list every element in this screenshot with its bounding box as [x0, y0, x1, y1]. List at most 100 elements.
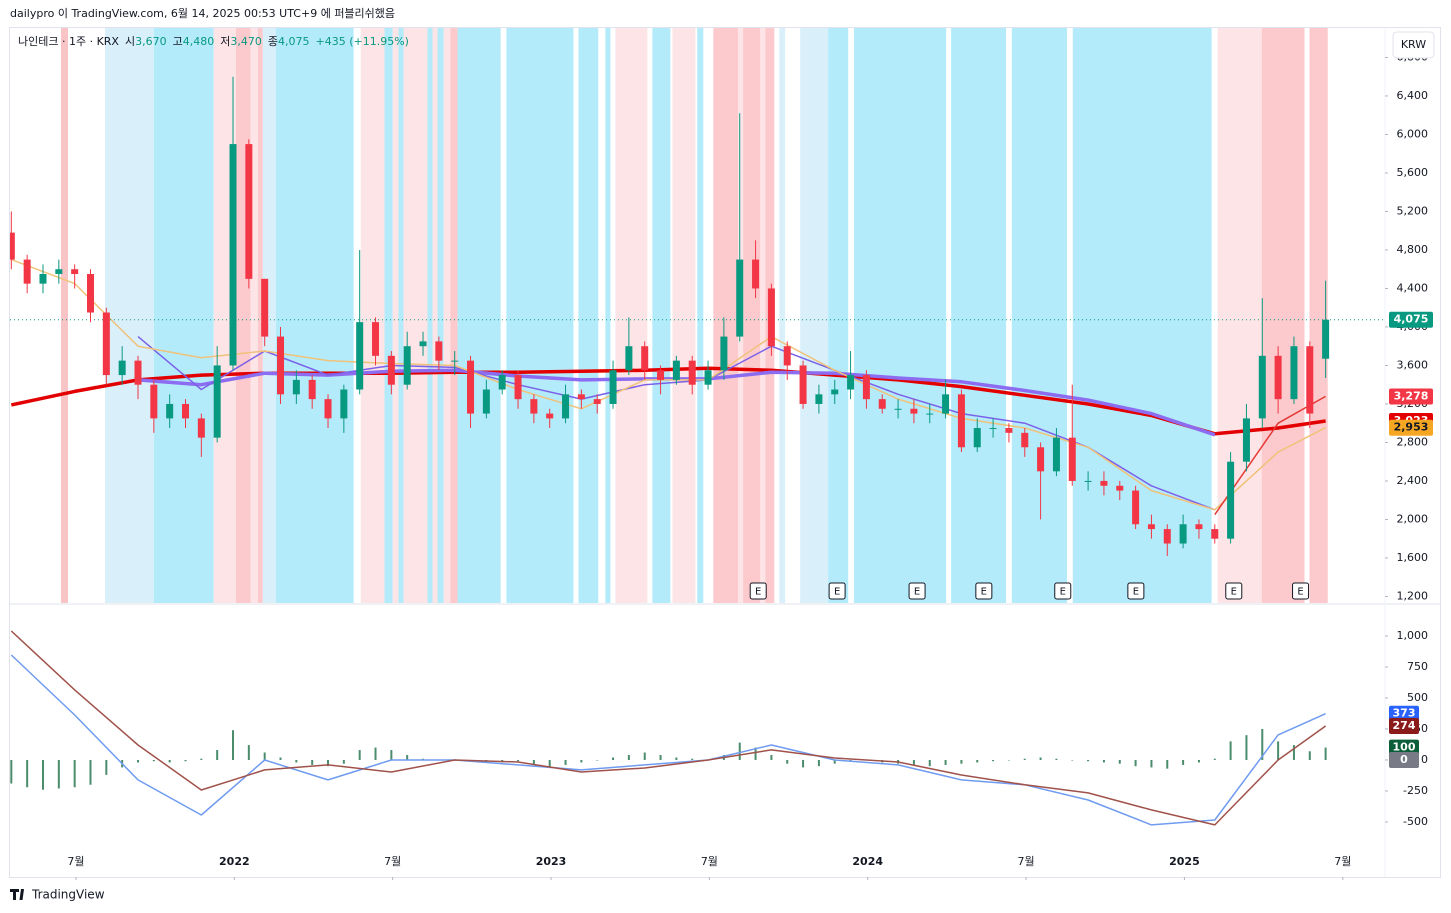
macd-histogram-bar [152, 759, 155, 762]
signal-band [60, 28, 69, 603]
earnings-label: E [1133, 587, 1139, 598]
candle-body [166, 403, 174, 419]
candle-body [498, 375, 506, 390]
macd-histogram-bar [738, 742, 741, 760]
candle-body [1290, 346, 1298, 400]
macd-histogram-bar [216, 750, 219, 760]
signal-band [1261, 28, 1305, 603]
candle-body [562, 394, 570, 419]
macd-histogram-bar [263, 752, 266, 760]
macd-histogram-bar [1007, 759, 1010, 761]
candle-body [372, 322, 380, 356]
candle-body [957, 394, 965, 448]
candle-body [482, 389, 490, 414]
y-tick-label: 2,800 [1397, 435, 1429, 448]
footer-logo: TradingView [10, 888, 105, 902]
candle-body [1037, 447, 1045, 472]
macd-histogram-bar [1245, 735, 1248, 760]
macd-histogram-bar [596, 759, 599, 761]
candle-body [783, 346, 791, 366]
macd-badge [1389, 705, 1419, 722]
price-badge-label: 3,278 [1394, 389, 1429, 402]
signal-band [250, 28, 258, 603]
macd-histogram-bar [548, 759, 551, 768]
legend-value: 3,670 [135, 35, 167, 48]
macd-histogram-bar [73, 759, 76, 788]
earnings-label: E [914, 587, 920, 598]
macd-pane [10, 630, 1327, 826]
macd-histogram-bar [26, 759, 29, 788]
signal-band [697, 28, 704, 603]
signal-band [1309, 28, 1328, 603]
macd-histogram-bar [1071, 759, 1074, 761]
macd-histogram-bar [168, 759, 171, 763]
logo-icon [10, 889, 24, 900]
x-tick-label: 7월 [384, 855, 401, 868]
signal-band [1011, 28, 1067, 603]
legend-symbol: 나인테크 · 1주 · KRX [18, 35, 119, 48]
macd-histogram-bar [659, 755, 662, 760]
candle-body [1227, 461, 1235, 539]
candle-body [1163, 529, 1171, 544]
macd-histogram-bar [1102, 759, 1105, 763]
frame [9, 27, 1441, 878]
candle-body [435, 341, 443, 361]
macd-y-tick-label: 0 [1421, 753, 1428, 766]
earnings-marker [1225, 582, 1243, 600]
macd-histogram-bar [786, 759, 789, 764]
candle-body [736, 259, 744, 337]
signal-band [578, 28, 599, 603]
signal-band [153, 28, 214, 603]
signal-band [1072, 28, 1212, 603]
candle-body [150, 384, 158, 419]
candle-body [989, 428, 997, 430]
candle-body [942, 394, 950, 414]
macd-histogram-bar [1182, 759, 1185, 765]
currency-label[interactable]: KRW [1401, 38, 1426, 51]
macd-histogram-bar [992, 759, 995, 762]
signal-band [105, 28, 154, 603]
x-tick-label: 2024 [852, 855, 883, 868]
candle-body [1052, 437, 1060, 472]
macd-badge [1389, 717, 1419, 734]
candle-body [39, 274, 47, 284]
macd-histogram-bar [1166, 759, 1169, 769]
x-tick-label: 7월 [1018, 855, 1035, 868]
candle-body [1274, 355, 1282, 400]
candle-body [973, 428, 981, 448]
macd-histogram-bar [406, 755, 409, 760]
macd-histogram-bar [643, 752, 646, 760]
candle-body [10, 232, 15, 260]
y-tick-label: 1,600 [1397, 551, 1429, 564]
candle-body [657, 370, 665, 380]
candle-body [324, 399, 332, 419]
currency-button-box[interactable] [1392, 31, 1435, 59]
candle-body [625, 346, 633, 371]
macd-histogram-bar [374, 747, 377, 760]
macd-y-tick-label: 500 [1407, 691, 1428, 704]
macd-histogram-bar [627, 755, 630, 760]
y-tick-label: 3,600 [1397, 358, 1429, 371]
currency-button[interactable]: KRW [1392, 31, 1435, 59]
y-tick-label: 6,400 [1397, 89, 1429, 102]
x-tick-label: 2023 [536, 855, 567, 868]
candle-body [894, 408, 902, 410]
signal-band [672, 28, 696, 603]
legend-key: 종 [268, 35, 278, 48]
macd-badge-label: 373 [1393, 707, 1416, 720]
candle-body [71, 269, 79, 275]
macd-badge [1389, 751, 1419, 768]
macd-histogram-bar [1150, 759, 1153, 768]
macd-histogram-bar [580, 759, 583, 763]
signal-band [257, 28, 263, 603]
macd-histogram-bar [675, 757, 678, 760]
macd-histogram-bar [105, 759, 108, 775]
signal-band [392, 28, 399, 603]
macd-y-tick-label: -250 [1403, 784, 1428, 797]
legend-value: 4,075 [278, 35, 310, 48]
candle-body [245, 144, 253, 279]
axes: 1,2001,6002,0002,4002,8003,2003,6004,000… [67, 50, 1433, 880]
candle-body [593, 399, 601, 404]
